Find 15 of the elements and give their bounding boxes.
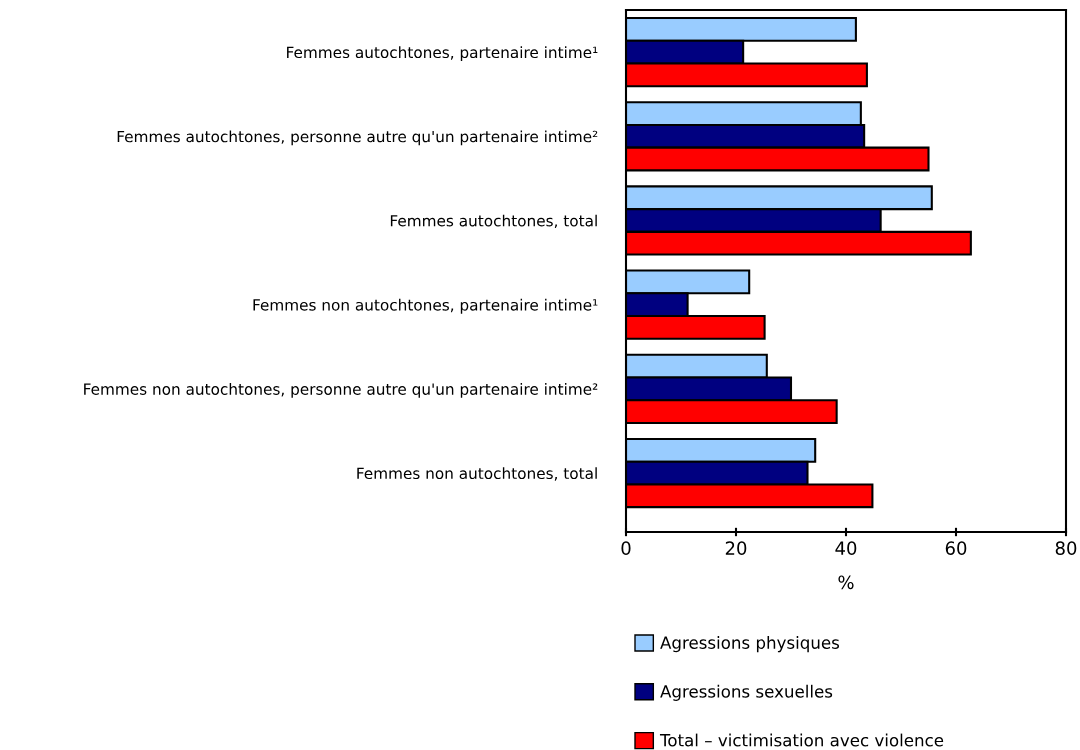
y-tick-label: Femmes autochtones, total (390, 214, 597, 229)
legend-label: Total – victimisation avec violence (659, 733, 944, 747)
y-tick-label: Femmes non autochtones, personne autre qu'un partenaire intime² (84, 383, 598, 398)
x-tick-label: 80 (1055, 541, 1077, 555)
x-tick-label: 0 (621, 541, 631, 555)
x-tick-label: 60 (945, 541, 967, 555)
x-tick-label: 20 (725, 541, 747, 555)
y-tick-label: Femmes autochtones, personne autre qu'un partenaire intime² (117, 130, 598, 146)
x-axis-title: % (838, 575, 854, 590)
legend-label: Agressions physiques (660, 636, 840, 653)
y-tick-label: Femmes autochtones, partenaire intime¹ (287, 46, 598, 62)
y-tick-label: Femmes non autochtones, total (357, 467, 597, 481)
y-tick-label: Femmes non autochtones, partenaire intime¹ (253, 298, 598, 314)
x-tick-label: 40 (835, 541, 857, 555)
legend-label: Agressions sexuelles (660, 684, 833, 701)
